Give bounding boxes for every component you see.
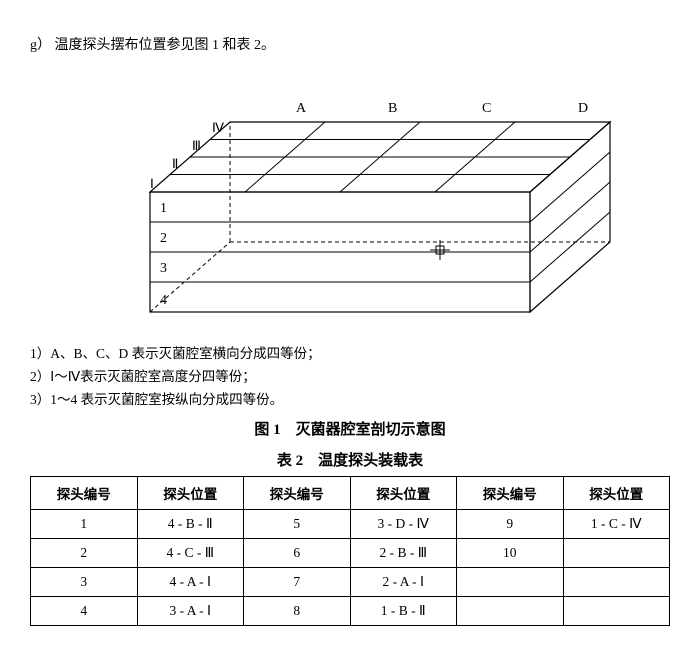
table-header: 探头编号 — [31, 477, 138, 510]
figure-caption: 图 1 灭菌器腔室剖切示意图 — [30, 418, 670, 439]
table-row: 4 3 - A - Ⅰ 8 1 - B - Ⅱ — [31, 597, 670, 626]
diagram-notes: 1）A、B、C、D 表示灭菌腔室横向分成四等份； 2）Ⅰ～Ⅳ表示灭菌腔室高度分四… — [30, 342, 670, 408]
table-cell: 2 - A - Ⅰ — [350, 568, 457, 597]
table-cell — [457, 568, 564, 597]
table-row: 3 4 - A - Ⅰ 7 2 - A - Ⅰ — [31, 568, 670, 597]
table-cell: 7 — [244, 568, 351, 597]
table-cell: 3 - A - Ⅰ — [137, 597, 244, 626]
table-cell — [457, 597, 564, 626]
table-header: 探头位置 — [137, 477, 244, 510]
depth-label: Ⅲ — [192, 138, 201, 153]
table-cell: 1 — [31, 510, 138, 539]
table-cell — [563, 539, 670, 568]
intro-text: 温度探头摆布位置参见图 1 和表 2。 — [55, 38, 276, 53]
table-cell: 4 — [31, 597, 138, 626]
table-header-row: 探头编号 探头位置 探头编号 探头位置 探头编号 探头位置 — [31, 477, 670, 510]
table-row: 2 4 - C - Ⅲ 6 2 - B - Ⅲ 10 — [31, 539, 670, 568]
row-label: 1 — [160, 201, 167, 216]
intro-line: g） 温度探头摆布位置参见图 1 和表 2。 — [30, 34, 670, 54]
table-cell: 3 — [31, 568, 138, 597]
depth-label: Ⅰ — [150, 176, 154, 191]
table-cell: 6 — [244, 539, 351, 568]
table-cell: 8 — [244, 597, 351, 626]
depth-label: Ⅳ — [212, 120, 224, 135]
table-cell: 10 — [457, 539, 564, 568]
table-cell: 1 - B - Ⅱ — [350, 597, 457, 626]
note-line: 3）1～4 表示灭菌腔室按纵向分成四等份。 — [30, 388, 670, 408]
note-line: 1）A、B、C、D 表示灭菌腔室横向分成四等份； — [30, 342, 670, 362]
col-label: A — [296, 101, 307, 116]
table-cell: 4 - A - Ⅰ — [137, 568, 244, 597]
probe-table: 探头编号 探头位置 探头编号 探头位置 探头编号 探头位置 1 4 - B - … — [30, 476, 670, 626]
table-cell: 3 - D - Ⅳ — [350, 510, 457, 539]
table-cell: 2 — [31, 539, 138, 568]
table-header: 探头编号 — [244, 477, 351, 510]
col-label: C — [482, 101, 491, 116]
col-label: D — [578, 101, 588, 116]
col-label: B — [388, 101, 397, 116]
intro-label: g） — [30, 38, 51, 53]
table-cell: 9 — [457, 510, 564, 539]
table-cell — [563, 597, 670, 626]
table-caption: 表 2 温度探头装载表 — [30, 449, 670, 470]
table-row: 1 4 - B - Ⅱ 5 3 - D - Ⅳ 9 1 - C - Ⅳ — [31, 510, 670, 539]
depth-label: Ⅱ — [172, 156, 178, 171]
row-label: 4 — [160, 293, 167, 308]
table-cell: 5 — [244, 510, 351, 539]
table-header: 探头位置 — [350, 477, 457, 510]
table-header: 探头编号 — [457, 477, 564, 510]
table-cell — [563, 568, 670, 597]
table-cell: 2 - B - Ⅲ — [350, 539, 457, 568]
table-header: 探头位置 — [563, 477, 670, 510]
chamber-diagram: A B C D Ⅳ Ⅲ Ⅱ Ⅰ 1 2 3 4 — [70, 62, 630, 332]
table-cell: 4 - C - Ⅲ — [137, 539, 244, 568]
table-cell: 1 - C - Ⅳ — [563, 510, 670, 539]
table-cell: 4 - B - Ⅱ — [137, 510, 244, 539]
note-line: 2）Ⅰ～Ⅳ表示灭菌腔室高度分四等份； — [30, 365, 670, 385]
row-label: 3 — [160, 261, 167, 276]
row-label: 2 — [160, 231, 167, 246]
